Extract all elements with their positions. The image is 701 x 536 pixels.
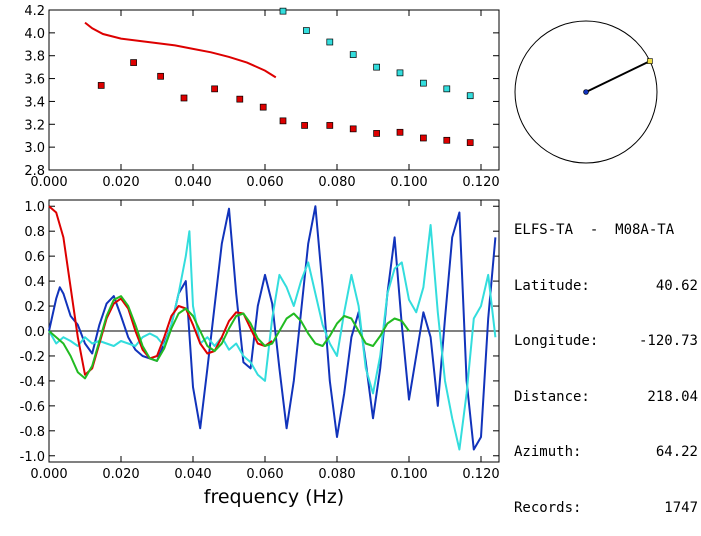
bottom-x-tick-label: 0.000 (30, 467, 67, 482)
top-data-point (396, 128, 404, 136)
top-data-point (466, 92, 474, 100)
top-data-point (420, 134, 427, 142)
top-x-tick-label: 0.100 (390, 175, 427, 190)
top-y-tick-label: 3.2 (24, 118, 45, 133)
station-dot (583, 89, 589, 95)
bottom-y-tick-label: 0.2 (24, 300, 45, 315)
bottom-y-tick-label: -1.0 (20, 450, 45, 465)
bottom-y-tick-label: -0.4 (20, 375, 45, 390)
bottom-y-tick-label: -0.8 (20, 425, 45, 440)
top-x-tick-label: 0.120 (462, 175, 499, 190)
bottom-y-tick-label: 0.6 (24, 250, 45, 265)
azimuth-line (585, 60, 651, 93)
top-x-tick-label: 0.040 (174, 175, 211, 190)
top-y-tick-label: 3.4 (24, 95, 45, 110)
bottom-x-tick-label: 0.060 (246, 467, 283, 482)
bottom-axes: 0.000 0.020 0.040 0.060 0.080 0.100 0.120 1.0 0.… (20, 200, 500, 482)
top-data-point (373, 130, 380, 137)
bottom-series-line (48, 295, 410, 380)
info-value: 1747 (664, 499, 698, 516)
bottom-series-line (48, 224, 497, 451)
top-marks (84, 7, 474, 146)
top-x-tick-label: 0.080 (318, 175, 355, 190)
info-value: 64.22 (655, 444, 698, 460)
bottom-x-tick-label: 0.100 (390, 467, 427, 482)
bottom-y-tick-label: 0.8 (24, 225, 45, 240)
top-data-point (97, 82, 105, 89)
top-data-point (279, 7, 287, 15)
top-data-point (373, 63, 380, 71)
info-key: Distance: (514, 388, 590, 405)
bottom-y-tick-label: 1.0 (24, 200, 45, 215)
bottom-y-tick-label: -0.2 (20, 350, 45, 365)
info-row-records: Records: 1747 (514, 499, 698, 518)
top-data-point (303, 27, 310, 34)
info-key: Longitude: (514, 333, 599, 349)
bottom-x-tick-label: 0.080 (318, 467, 355, 482)
top-y-tick-label: 4.2 (24, 4, 45, 19)
info-key: Records: (514, 499, 582, 516)
bottom-x-tick-label: 0.040 (174, 467, 211, 482)
top-data-point (326, 38, 334, 46)
top-data-point (420, 79, 427, 87)
azimuth-compass (514, 20, 658, 164)
info-key: Latitude: (514, 277, 590, 294)
top-data-point (130, 59, 137, 66)
station-pair-title: ELFS-TA - M08A-TA (514, 222, 675, 238)
top-data-point (466, 139, 474, 146)
top-y-tick-label: 3.0 (24, 141, 45, 156)
compass-circle (514, 20, 658, 164)
top-plot-frame (48, 9, 500, 171)
top-y-tick-label: 3.6 (24, 73, 45, 88)
bottom-series-line (48, 205, 497, 451)
station-info-panel: ELFS-TA - M08A-TA Latitude: 40.62 Longitu… (514, 184, 698, 536)
bottom-x-tick-label: 0.020 (102, 467, 139, 482)
bottom-y-tick-label: -0.6 (20, 400, 45, 415)
top-y-tick-label: 3.8 (24, 50, 45, 65)
info-row-latitude: Latitude: 40.62 (514, 277, 698, 296)
figure-canvas: 0.000 0.020 0.040 0.060 0.080 0.100 0.120 2.8 3.… (20, 4, 658, 508)
top-data-point (236, 95, 244, 103)
bottom-x-tick-label: 0.120 (462, 467, 499, 482)
top-axes: 0.000 0.020 0.040 0.060 0.080 0.100 0.120 2.8 3.… (24, 4, 499, 190)
bottom-marks (48, 205, 499, 451)
bottom-series-line (48, 205, 273, 376)
top-data-point (301, 122, 308, 129)
top-data-point (279, 117, 287, 125)
azimuth-tip-marker (647, 58, 653, 64)
top-x-tick-label: 0.000 (30, 175, 67, 190)
top-series-line (84, 21, 277, 79)
x-axis-label: frequency (Hz) (204, 486, 344, 508)
top-data-point (349, 125, 357, 133)
info-key: Azimuth: (514, 444, 582, 460)
top-data-point (259, 103, 267, 111)
top-y-tick-label: 2.8 (24, 164, 45, 179)
info-value: -120.73 (638, 333, 698, 349)
top-x-tick-label: 0.060 (246, 175, 283, 190)
top-data-point (211, 85, 218, 93)
top-data-point (349, 51, 357, 58)
info-value: 218.04 (647, 388, 698, 405)
info-row-distance: Distance: 218.04 (514, 388, 698, 407)
bottom-y-tick-label: 0.4 (24, 275, 45, 290)
top-data-point (180, 94, 188, 102)
top-x-tick-label: 0.020 (102, 175, 139, 190)
info-row-azimuth: Azimuth: 64.22 (514, 443, 698, 462)
top-data-point (326, 122, 334, 129)
top-data-point (157, 72, 164, 80)
bottom-y-tick-label: 0.0 (24, 325, 45, 340)
info-value: 40.62 (655, 277, 698, 294)
top-y-tick-label: 4.0 (24, 27, 45, 42)
top-data-point (443, 136, 451, 144)
info-row-longitude: Longitude: -120.73 (514, 332, 698, 351)
top-data-point (443, 85, 451, 93)
top-data-point (396, 69, 404, 77)
